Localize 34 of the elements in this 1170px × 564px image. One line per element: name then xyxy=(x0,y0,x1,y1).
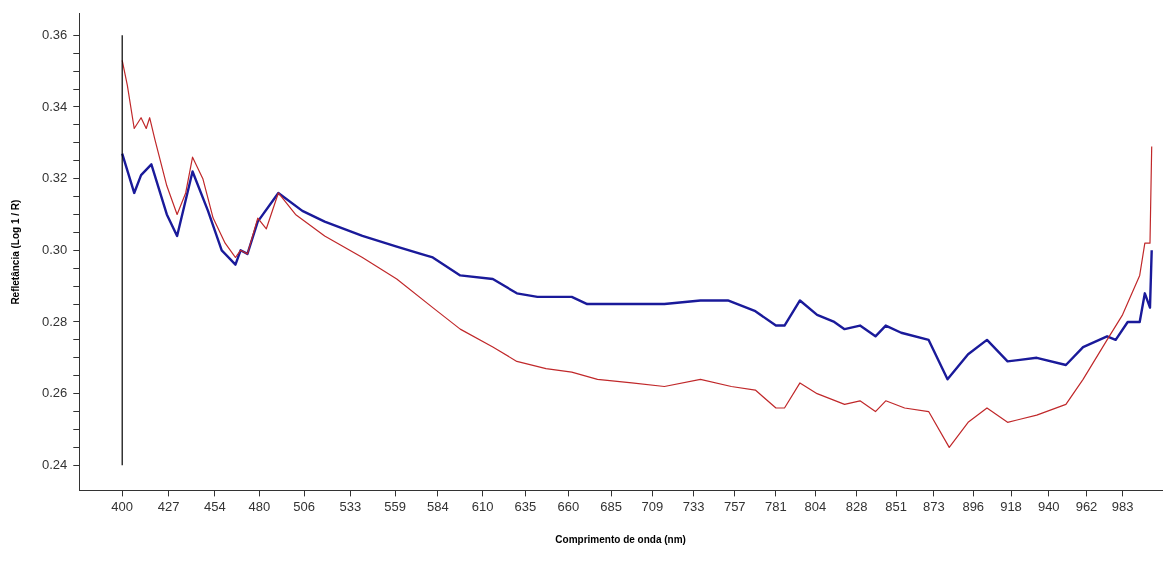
x-tick-label: 918 xyxy=(1000,498,1022,514)
x-tick-label: 757 xyxy=(723,498,746,514)
x-tick-label: 480 xyxy=(248,498,271,514)
y-axis-title: Refletância (Log 1 / R) xyxy=(9,199,21,305)
y-tick-label: 0.28 xyxy=(41,313,68,329)
y-tick-label: 0.36 xyxy=(41,26,68,42)
y-tick-label: 0.34 xyxy=(41,98,68,114)
x-tick-label: 828 xyxy=(845,498,868,514)
x-tick-label: 983 xyxy=(1111,498,1134,514)
x-tick-label: 709 xyxy=(641,498,664,514)
x-tick-label: 506 xyxy=(293,498,315,514)
x-tick-label: 559 xyxy=(384,498,406,514)
x-tick-label: 781 xyxy=(765,498,787,514)
x-tick-label: 940 xyxy=(1037,498,1060,514)
x-tick-label: 400 xyxy=(111,498,134,514)
x-tick-label: 896 xyxy=(962,498,985,514)
x-tick-label: 660 xyxy=(557,498,580,514)
y-tick-label: 0.24 xyxy=(41,456,68,472)
x-tick-label: 873 xyxy=(922,498,945,514)
x-tick-label: 427 xyxy=(157,498,180,514)
x-tick-label: 733 xyxy=(682,498,705,514)
x-tick-label: 635 xyxy=(514,498,537,514)
y-tick-label: 0.32 xyxy=(41,170,68,186)
x-tick-label: 685 xyxy=(600,498,623,514)
x-axis-title: Comprimento de onda (nm) xyxy=(555,533,686,545)
x-tick-label: 454 xyxy=(204,498,226,514)
y-tick-label: 0.30 xyxy=(41,241,68,257)
x-tick-label: 533 xyxy=(339,498,362,514)
x-tick-label: 584 xyxy=(427,498,449,514)
y-tick-label: 0.26 xyxy=(41,385,68,401)
x-tick-label: 962 xyxy=(1075,498,1098,514)
x-tick-label: 610 xyxy=(471,498,494,514)
x-tick-label: 851 xyxy=(885,498,907,514)
x-tick-label: 804 xyxy=(804,498,827,514)
